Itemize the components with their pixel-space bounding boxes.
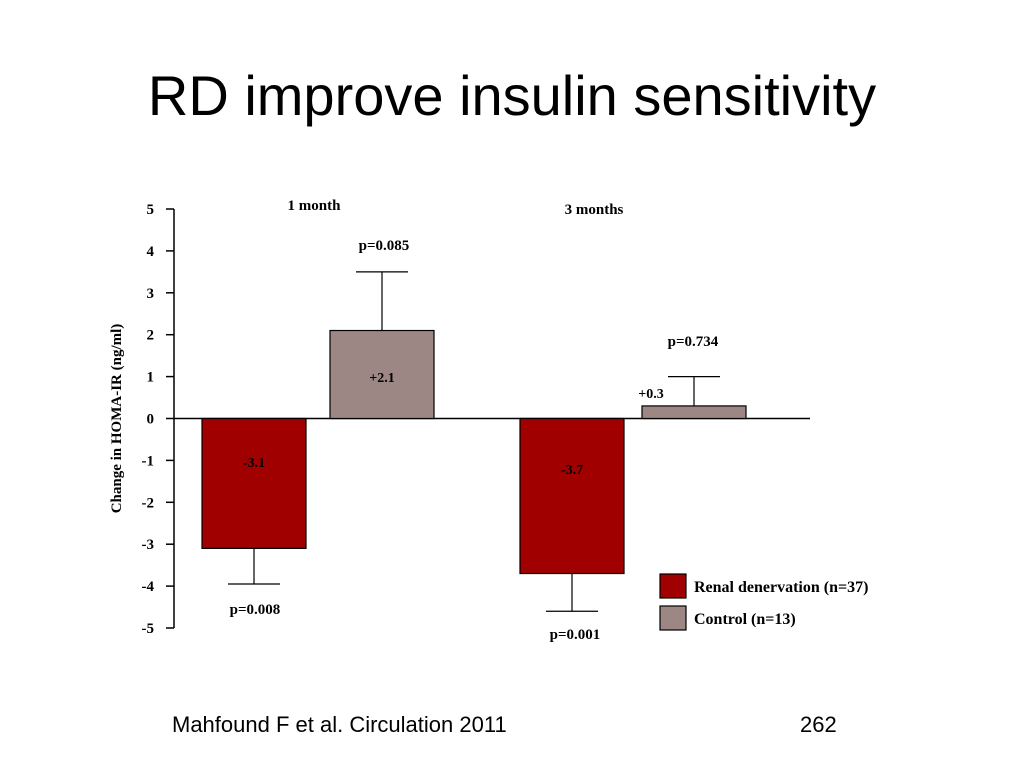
- legend-swatch: [659, 605, 687, 631]
- chart-axes: 5 4 3 2 1 0 -1 -2 -3 -4 -5 Change in HOMA-IR (ng/ml…: [109, 202, 810, 637]
- y-tick-label: -2: [142, 495, 155, 511]
- y-tick-label: 4: [147, 244, 155, 260]
- y-tick-label: -3: [142, 537, 155, 553]
- y-tick-label: 2: [147, 328, 155, 344]
- p-value-label: p=0.085: [359, 238, 410, 254]
- slide-title: RD improve insulin sensitivity: [147, 64, 877, 127]
- bar: [519, 417, 625, 575]
- bar: [641, 405, 747, 420]
- y-tick-label: 3: [147, 286, 155, 302]
- legend-swatch: [659, 573, 687, 599]
- y-tick-label: -1: [142, 453, 155, 469]
- bar-value-label: -3.1: [243, 456, 265, 471]
- bar: [329, 329, 435, 420]
- y-tick-label: 5: [147, 202, 155, 218]
- p-value-label: p=0.734: [668, 334, 719, 350]
- y-tick-label: -4: [142, 579, 155, 595]
- bar-value-label: +0.3: [638, 387, 663, 402]
- chart-legend: Renal denervation (n=37) Control (n=13): [659, 573, 868, 631]
- legend-label: Control (n=13): [694, 611, 796, 628]
- citation: Mahfound F et al. Circulation 2011: [172, 712, 507, 737]
- y-tick-label: -5: [142, 621, 155, 637]
- page-number: 262: [800, 712, 837, 737]
- y-tick-label: 1: [147, 370, 155, 386]
- category-label: 1 month: [288, 198, 342, 214]
- chart-annotations: 1 month 3 months -3.1 +2.1 -3.7 +0.3 p=0.008 p=…: [230, 198, 719, 643]
- legend-label: Renal denervation (n=37): [694, 579, 868, 596]
- bar: [201, 417, 307, 549]
- p-value-label: p=0.001: [550, 627, 601, 643]
- y-tick-label: 0: [147, 412, 155, 428]
- chart-bars: [201, 271, 747, 612]
- y-axis-label: Change in HOMA-IR (ng/ml): [109, 324, 125, 514]
- bar-value-label: +2.1: [369, 371, 394, 386]
- p-value-label: p=0.008: [230, 602, 281, 618]
- bar-value-label: -3.7: [561, 463, 583, 478]
- category-label: 3 months: [565, 202, 624, 218]
